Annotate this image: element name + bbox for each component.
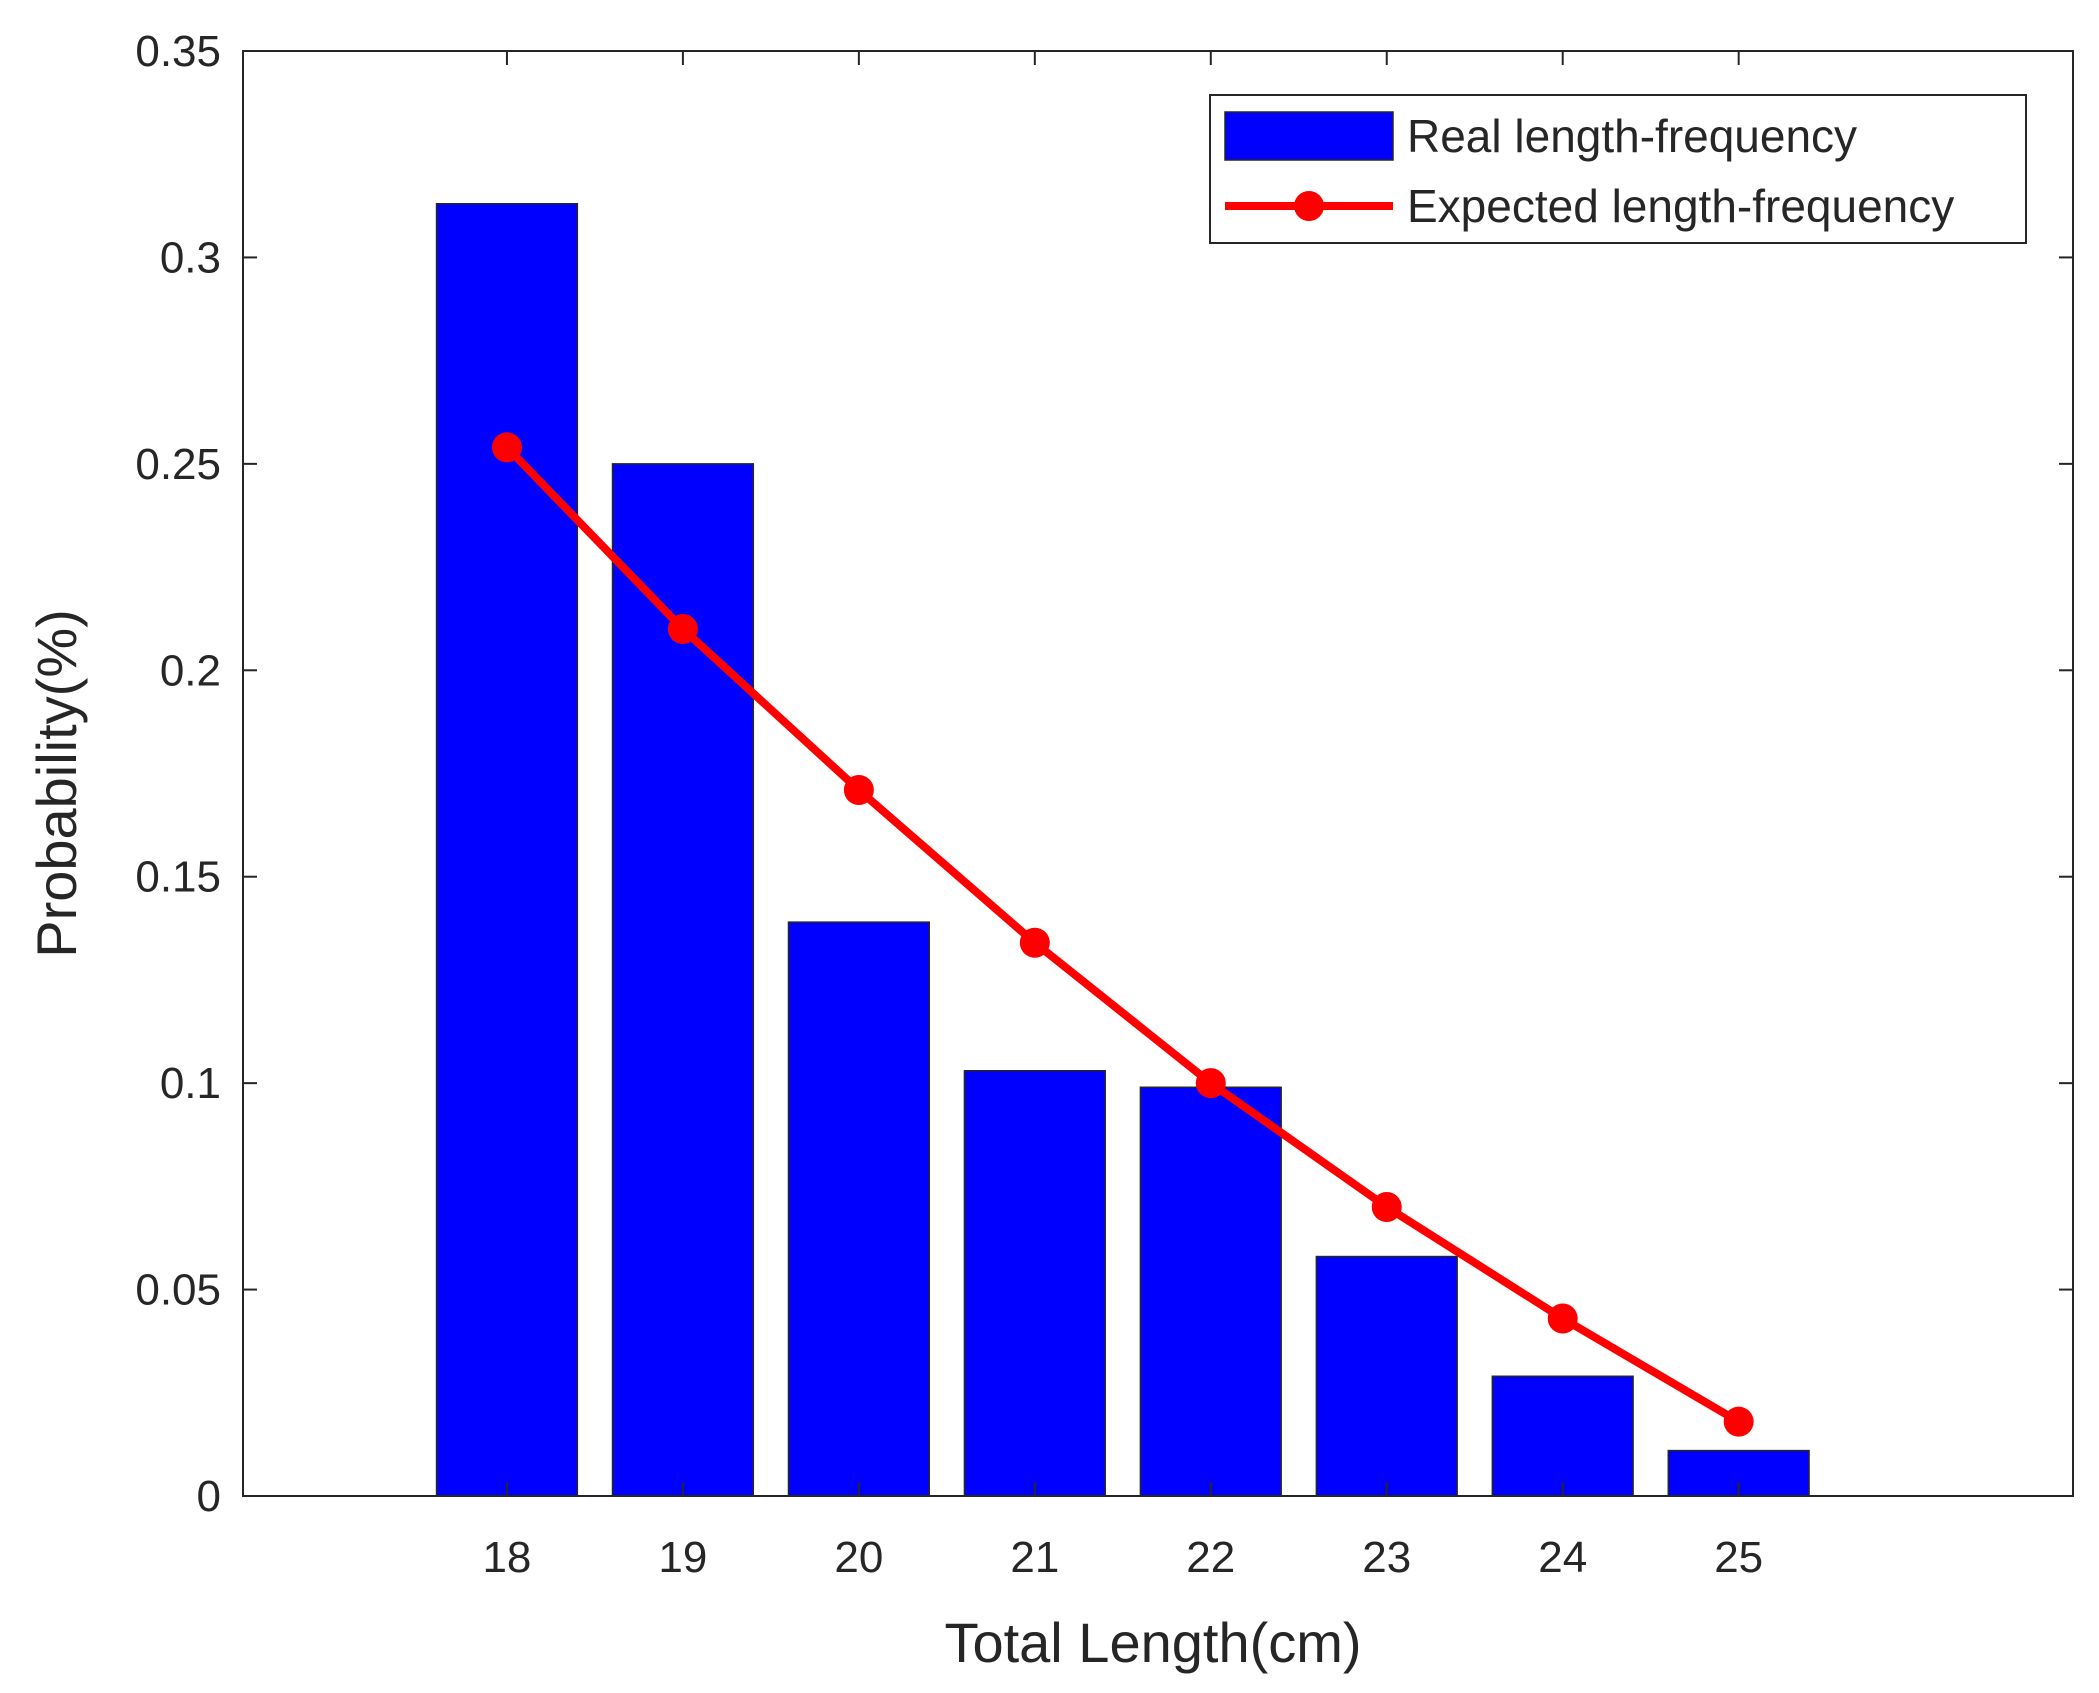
line-point-18 xyxy=(491,432,522,463)
legend: Real length-frequency Expected length-fr… xyxy=(1209,94,2027,244)
line-point-25 xyxy=(1723,1406,1754,1437)
line-point-24 xyxy=(1547,1303,1578,1334)
y-tick-label: 0.35 xyxy=(135,27,221,76)
x-tick-label: 24 xyxy=(1538,1533,1587,1582)
legend-line-marker xyxy=(1294,191,1324,221)
bar-18 xyxy=(435,203,579,1497)
x-tick-label: 21 xyxy=(1010,1533,1059,1582)
x-tick-label: 19 xyxy=(658,1533,707,1582)
line-point-23 xyxy=(1371,1192,1402,1222)
x-tick-label: 22 xyxy=(1186,1533,1235,1582)
x-tick-label: 25 xyxy=(1714,1533,1763,1582)
line-point-22 xyxy=(1195,1068,1226,1099)
line-series xyxy=(491,432,1754,1437)
y-tick-label: 0.3 xyxy=(160,233,221,282)
x-tick-label: 18 xyxy=(482,1533,531,1582)
legend-bar-swatch xyxy=(1224,111,1394,161)
y-tick-label: 0.15 xyxy=(135,853,221,902)
line-point-21 xyxy=(1019,927,1050,958)
x-tick-label: 23 xyxy=(1362,1533,1411,1582)
legend-line-label: Expected length-frequency xyxy=(1407,180,1954,232)
bar-series xyxy=(435,203,1810,1497)
bar-20 xyxy=(787,921,930,1497)
y-tick-label: 0.2 xyxy=(160,646,221,695)
y-tick-label: 0 xyxy=(197,1472,221,1521)
expected-line xyxy=(502,443,1743,1426)
y-tick-label: 0.25 xyxy=(135,440,221,489)
bar-24 xyxy=(1491,1375,1634,1497)
y-tick-label: 0.05 xyxy=(135,1266,221,1315)
y-tick-label: 0.1 xyxy=(160,1059,221,1108)
bar-23 xyxy=(1315,1255,1458,1497)
bar-21 xyxy=(963,1070,1106,1497)
x-tick-label: 20 xyxy=(834,1533,883,1582)
y-axis-title: Probability(%) xyxy=(25,609,88,958)
axis-ticks: 0 0.05 0.1 0.15 0.2 0.25 0.3 0.35 18 19 20 21 22 23 24… xyxy=(135,27,2073,1582)
axes-box xyxy=(242,50,2074,1497)
line-point-20 xyxy=(843,775,874,806)
line-point-19 xyxy=(667,614,698,644)
bar-22 xyxy=(1139,1086,1282,1497)
x-axis-title: Total Length(cm) xyxy=(944,1611,1361,1674)
legend-bar-label: Real length-frequency xyxy=(1407,110,1857,162)
